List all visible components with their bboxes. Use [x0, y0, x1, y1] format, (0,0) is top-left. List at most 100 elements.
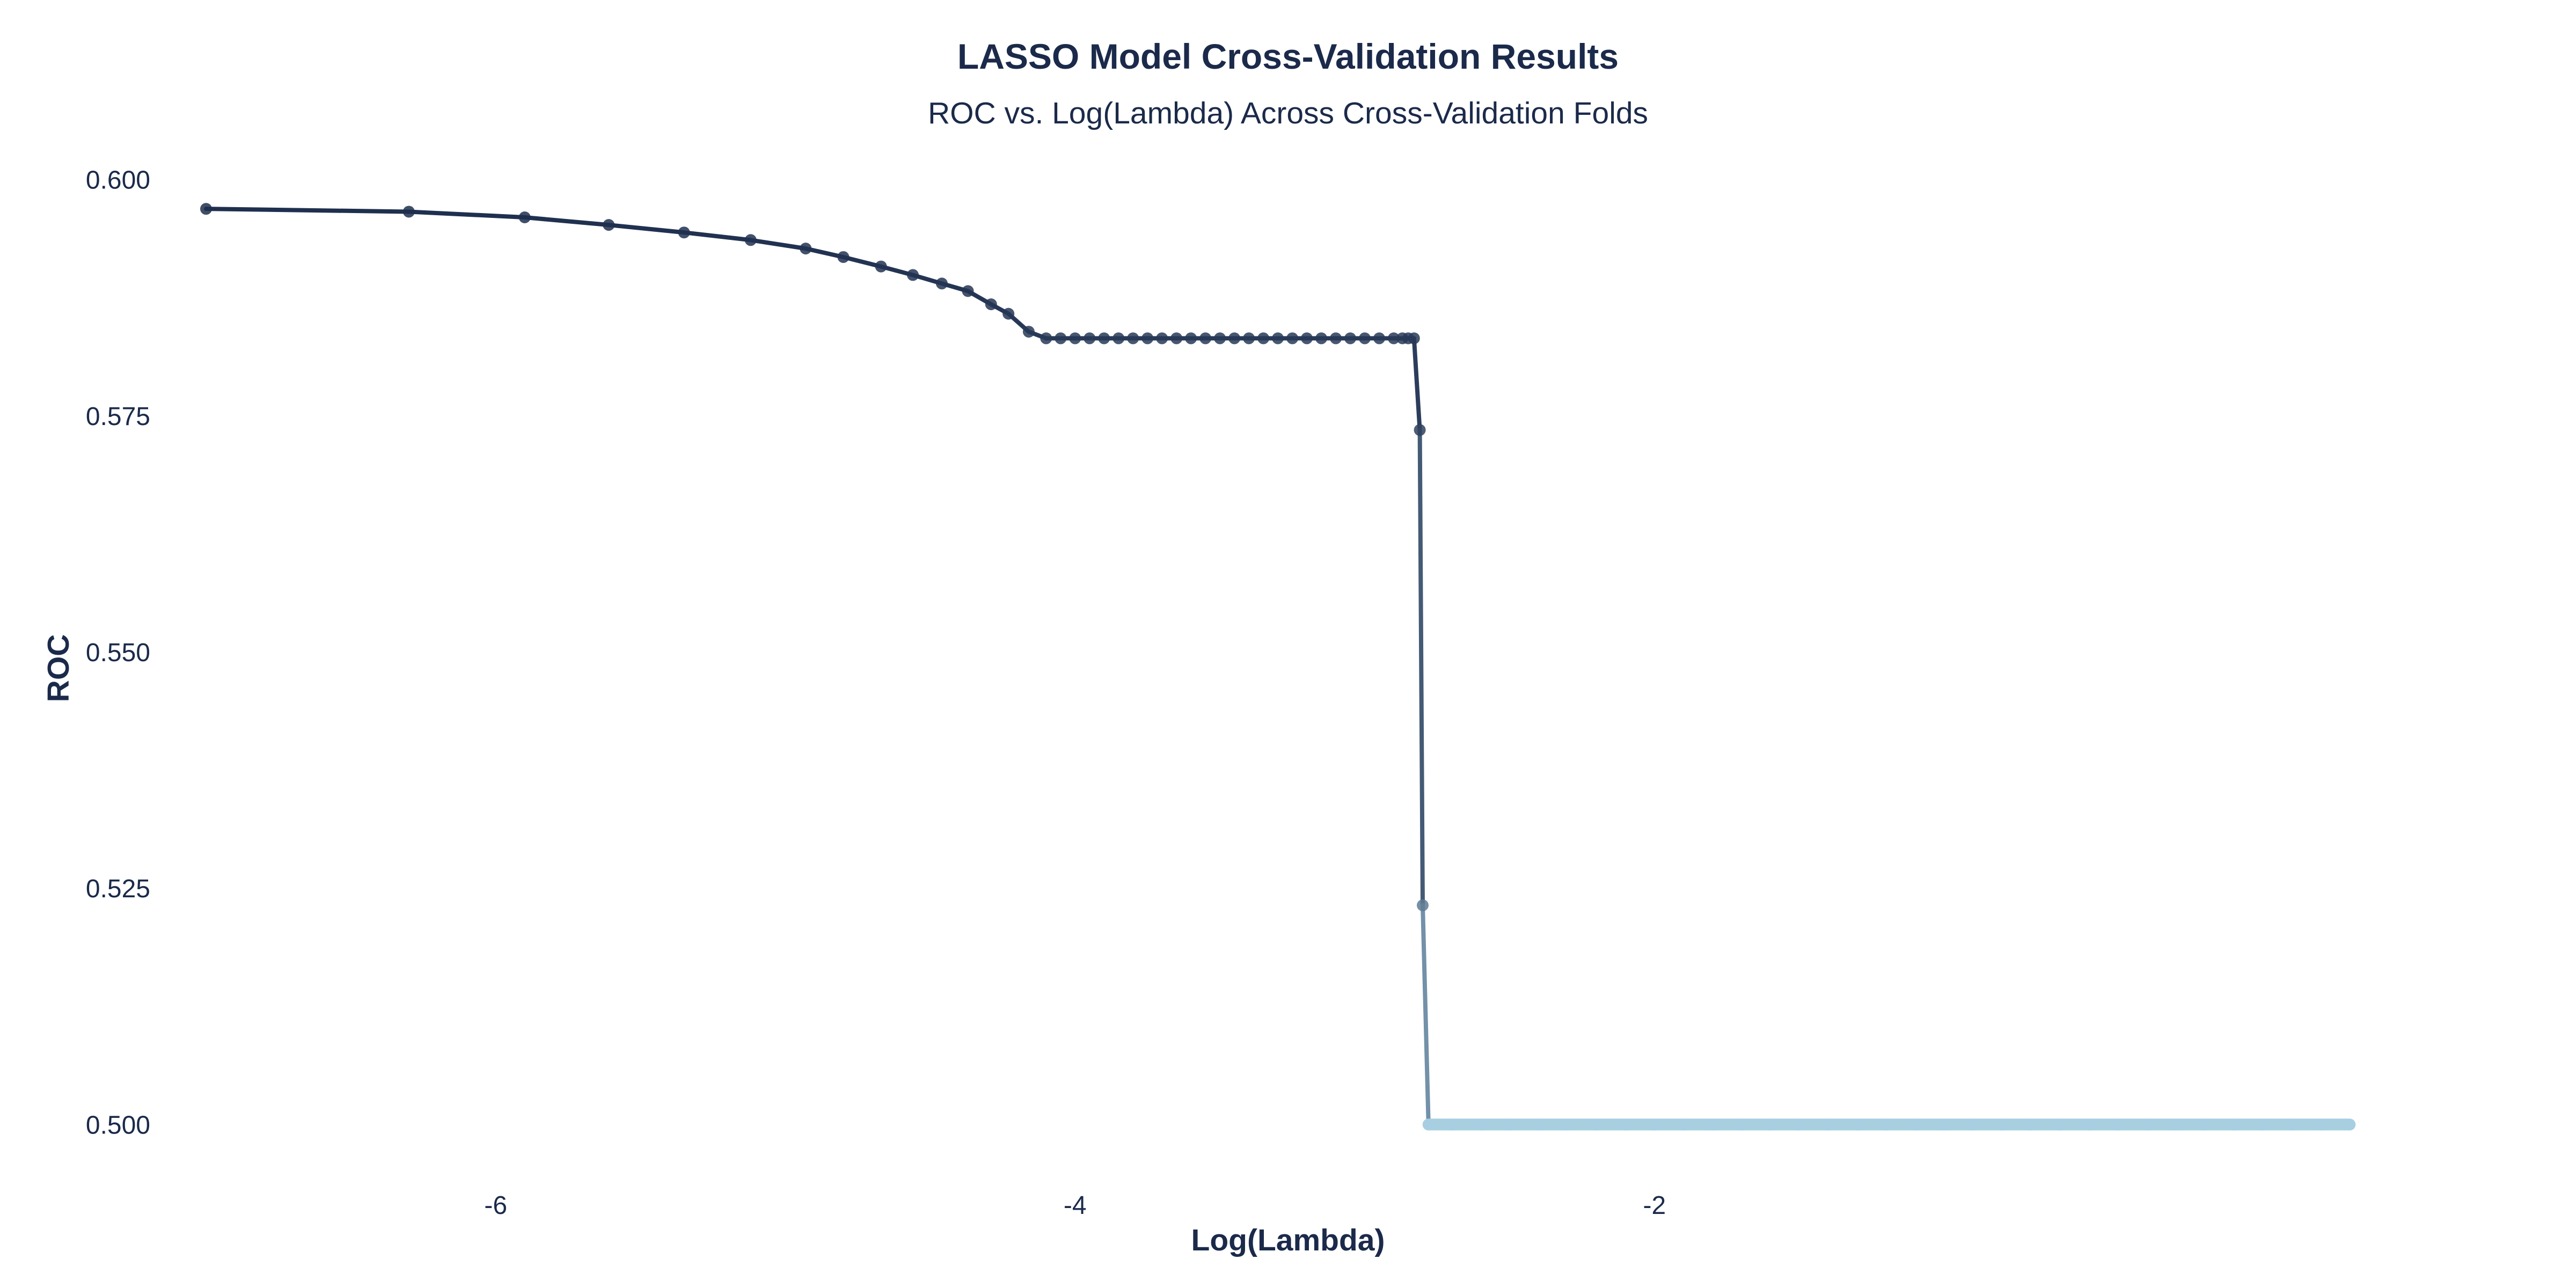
data-point: [1098, 332, 1110, 345]
data-point: [1619, 1118, 1631, 1131]
data-point: [1648, 1118, 1660, 1131]
data-point: [837, 251, 850, 263]
data-point: [1199, 332, 1212, 345]
data-point: [1315, 332, 1328, 345]
data-point: [1414, 424, 1426, 436]
data-point: [1040, 332, 1052, 345]
line-segment: [406, 209, 527, 220]
y-axis-ticks: 0.500 0.525 0.550 0.575 0.600: [86, 166, 150, 1140]
data-point: [1445, 1118, 1458, 1131]
chart-subtitle: ROC vs. Log(Lambda) Across Cross-Validat…: [928, 96, 1648, 130]
y-tick-label: 0.575: [86, 402, 150, 431]
y-axis-label: ROC: [41, 634, 76, 702]
data-point: [1938, 1118, 1950, 1131]
data-point: [1069, 332, 1081, 345]
data-point: [1408, 332, 1420, 345]
data-point: [1416, 899, 1429, 911]
roc-points: [200, 203, 2356, 1131]
data-point: [200, 203, 212, 215]
data-point: [1170, 332, 1183, 345]
roc-line: [203, 207, 2356, 1131]
line-segment: [606, 223, 686, 235]
data-point: [1996, 1118, 2008, 1131]
data-point: [1055, 332, 1067, 345]
line-segment: [1411, 336, 1422, 433]
data-point: [2083, 1118, 2095, 1131]
data-point: [518, 211, 531, 224]
data-point: [1156, 332, 1168, 345]
x-tick-label: -6: [484, 1191, 507, 1220]
data-point: [2054, 1118, 2066, 1131]
data-point: [1561, 1118, 1574, 1131]
data-point: [1822, 1118, 1834, 1131]
data-point: [2228, 1118, 2240, 1131]
data-point: [1373, 332, 1386, 345]
data-point: [1185, 332, 1197, 345]
data-point: [1880, 1118, 1892, 1131]
x-axis-label: Log(Lambda): [1191, 1223, 1385, 1257]
line-segment: [522, 215, 611, 228]
data-point: [1764, 1118, 1776, 1131]
data-point: [1388, 332, 1400, 345]
data-point: [2112, 1118, 2124, 1131]
data-point: [1228, 332, 1241, 345]
data-point: [1243, 332, 1255, 345]
line-segment: [203, 207, 411, 214]
data-point: [1113, 332, 1125, 345]
data-point: [2141, 1118, 2153, 1131]
data-point: [2344, 1118, 2356, 1131]
line-segment: [1420, 903, 1431, 1127]
data-point: [603, 219, 615, 231]
data-point: [907, 269, 919, 281]
data-point: [1002, 308, 1015, 320]
data-point: [1967, 1118, 1979, 1131]
data-point: [1503, 1118, 1516, 1131]
data-point: [2199, 1118, 2211, 1131]
data-point: [1359, 332, 1371, 345]
data-point: [1330, 332, 1342, 345]
data-point: [800, 243, 812, 255]
line-segment: [748, 238, 808, 251]
y-tick-label: 0.500: [86, 1111, 150, 1139]
data-point: [1141, 332, 1154, 345]
data-point: [935, 277, 948, 290]
data-point: [985, 298, 997, 311]
data-point: [2257, 1118, 2269, 1131]
data-point: [1735, 1118, 1747, 1131]
data-point: [1301, 332, 1313, 345]
line-segment: [682, 230, 753, 243]
y-tick-label: 0.550: [86, 639, 150, 667]
data-point: [1084, 332, 1096, 345]
data-point: [1022, 326, 1035, 338]
data-point: [1590, 1118, 1602, 1131]
line-segment: [803, 246, 846, 259]
data-point: [678, 226, 690, 239]
line-segment: [841, 254, 883, 269]
data-point: [1909, 1118, 1921, 1131]
line-segment: [1417, 428, 1425, 908]
data-point: [1127, 332, 1139, 345]
data-point: [2315, 1118, 2327, 1131]
data-point: [1214, 332, 1226, 345]
data-point: [875, 260, 887, 273]
data-point: [2025, 1118, 2037, 1131]
data-point: [1706, 1118, 1718, 1131]
chart-title: LASSO Model Cross-Validation Results: [957, 36, 1619, 76]
x-tick-label: -4: [1064, 1191, 1087, 1220]
data-point: [2170, 1118, 2182, 1131]
data-point: [744, 234, 757, 246]
data-point: [962, 285, 974, 297]
y-tick-label: 0.525: [86, 875, 150, 903]
data-point: [402, 206, 415, 218]
y-tick-label: 0.600: [86, 166, 150, 195]
x-tick-label: -2: [1643, 1191, 1666, 1220]
x-axis-ticks: -6 -4 -2: [484, 1191, 1666, 1220]
data-point: [1532, 1118, 1545, 1131]
data-point: [1286, 332, 1299, 345]
data-point: [1272, 332, 1284, 345]
data-point: [1851, 1118, 1863, 1131]
data-point: [1344, 332, 1357, 345]
data-point: [2286, 1118, 2298, 1131]
data-point: [1677, 1118, 1689, 1131]
